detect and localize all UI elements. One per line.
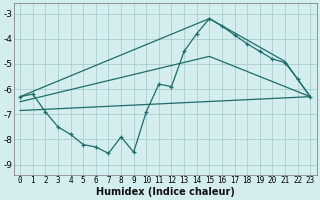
X-axis label: Humidex (Indice chaleur): Humidex (Indice chaleur) <box>96 187 235 197</box>
